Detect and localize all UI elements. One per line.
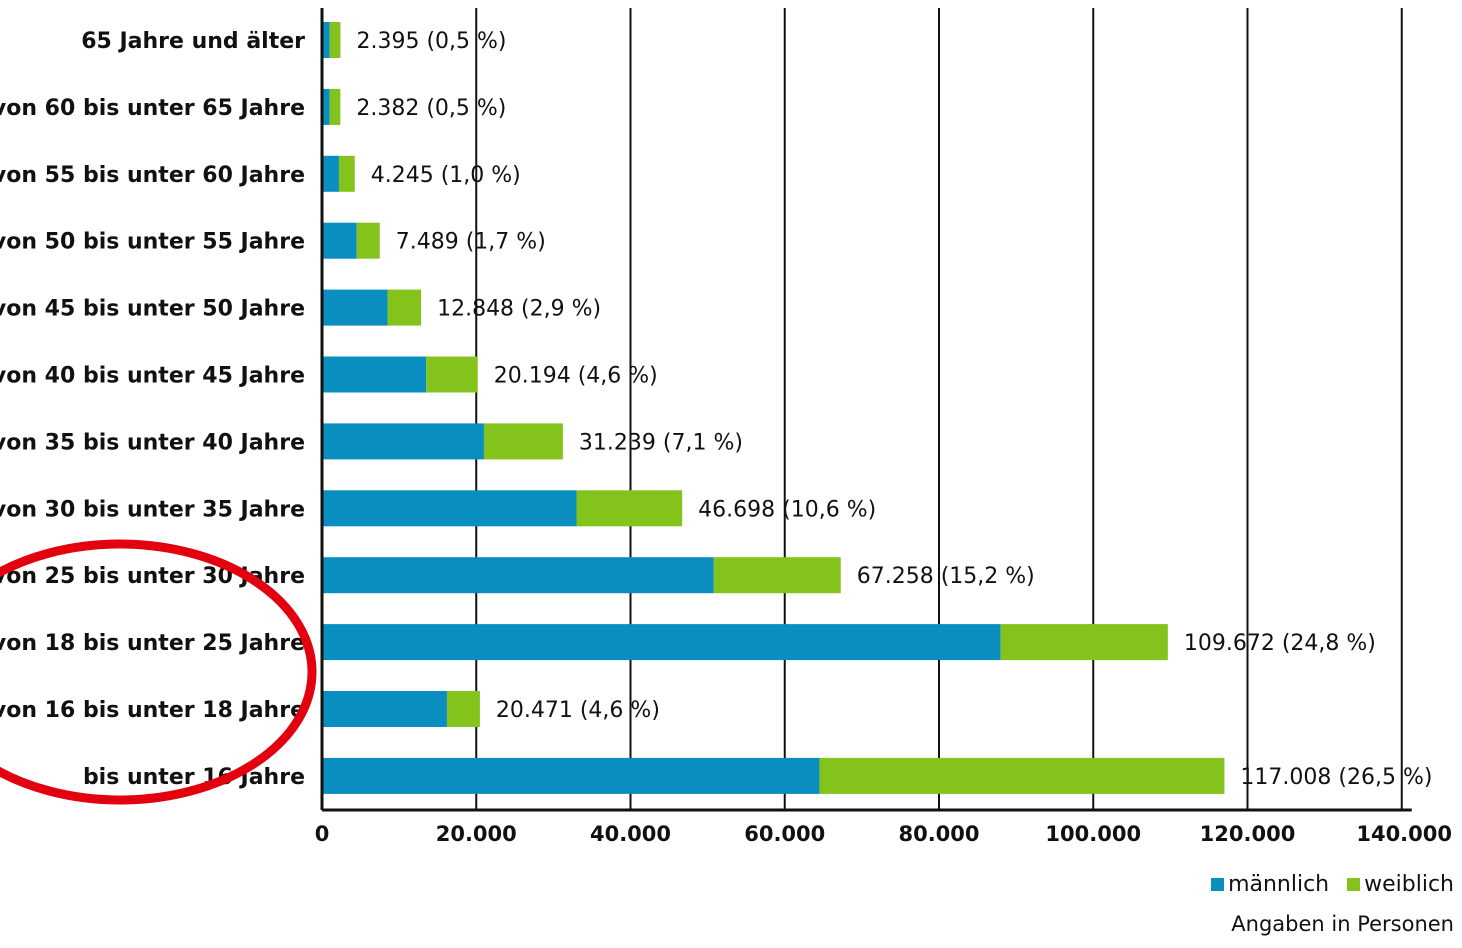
category-label-3: von 50 bis unter 55 Jahre: [0, 230, 305, 255]
legend-item-male: männlich: [1211, 872, 1329, 897]
bar-female-4: [387, 289, 422, 326]
bar-male-1: [322, 88, 330, 125]
legend: männlich weiblich: [1211, 872, 1454, 897]
x-tick-label-0: 0: [315, 822, 330, 846]
bar-male-2: [322, 155, 339, 192]
bar-female-2: [338, 155, 355, 192]
category-label-4: von 45 bis unter 50 Jahre: [0, 297, 305, 322]
bar-female-9: [1000, 624, 1168, 661]
category-label-5: von 40 bis unter 45 Jahre: [0, 364, 305, 389]
data-label-7: 46.698 (10,6 %): [698, 497, 876, 522]
category-label-7: von 30 bis unter 35 Jahre: [0, 497, 305, 522]
legend-swatch-male: [1211, 878, 1225, 891]
category-label-0: 65 Jahre und älter: [81, 29, 305, 54]
highlight-ellipse: [0, 539, 317, 805]
x-tick-label-1: 20.000: [436, 822, 517, 846]
x-tick-label-2: 40.000: [590, 822, 671, 846]
bar-female-8: [713, 557, 841, 594]
bar-male-3: [322, 222, 357, 259]
data-label-8: 67.258 (15,2 %): [857, 564, 1035, 589]
bar-male-10: [322, 691, 447, 727]
bar-male-4: [322, 289, 388, 326]
bar-male-9: [322, 624, 1001, 661]
data-label-9: 109.672 (24,8 %): [1184, 631, 1376, 656]
category-label-6: von 35 bis unter 40 Jahre: [0, 430, 305, 455]
data-label-3: 7.489 (1,7 %): [396, 230, 546, 255]
bar-female-3: [356, 222, 380, 259]
x-tick-label-3: 60.000: [744, 822, 825, 846]
bar-female-1: [329, 88, 341, 125]
legend-swatch-female: [1347, 878, 1361, 891]
x-tick-label-4: 80.000: [898, 822, 979, 846]
data-label-4: 12.848 (2,9 %): [437, 297, 601, 322]
bar-female-7: [576, 490, 683, 527]
bar-male-7: [322, 490, 577, 527]
bar-female-11: [819, 757, 1225, 794]
bar-male-5: [322, 356, 427, 393]
category-label-9: von 18 bis unter 25 Jahre: [0, 631, 305, 656]
x-tick-label-5: 100.000: [1045, 822, 1141, 846]
data-label-0: 2.395 (0,5 %): [356, 29, 506, 54]
data-label-6: 31.239 (7,1 %): [579, 430, 743, 455]
bar-female-6: [483, 423, 563, 460]
category-label-10: von 16 bis unter 18 Jahre: [0, 698, 305, 723]
data-label-2: 4.245 (1,0 %): [371, 163, 521, 188]
legend-label-male: männlich: [1228, 872, 1330, 897]
bar-male-6: [322, 423, 484, 460]
bar-female-0: [329, 22, 341, 58]
data-label-5: 20.194 (4,6 %): [494, 364, 658, 389]
legend-label-female: weiblich: [1364, 872, 1454, 897]
data-label-10: 20.471 (4,6 %): [496, 698, 660, 723]
bar-female-10: [446, 691, 480, 727]
legend-item-female: weiblich: [1347, 872, 1454, 897]
unit-note: Angaben in Personen: [1231, 912, 1454, 936]
bar-female-5: [426, 356, 478, 393]
category-label-2: von 55 bis unter 60 Jahre: [0, 163, 305, 188]
x-tick-label-6: 120.000: [1200, 822, 1296, 846]
bar-male-0: [322, 22, 330, 58]
x-tick-label-7: 140.000: [1356, 822, 1452, 846]
data-label-11: 117.008 (26,5 %): [1240, 765, 1432, 790]
bar-male-8: [322, 557, 714, 594]
category-label-1: von 60 bis unter 65 Jahre: [0, 96, 305, 121]
bar-male-11: [322, 757, 820, 794]
data-label-1: 2.382 (0,5 %): [356, 96, 506, 121]
